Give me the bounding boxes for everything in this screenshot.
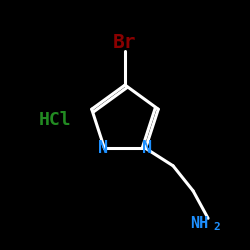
Text: N: N [98,139,108,157]
Text: NH: NH [190,216,208,231]
Text: HCl: HCl [39,111,71,129]
Text: 2: 2 [214,222,220,232]
Text: N: N [142,139,152,157]
Text: Br: Br [113,33,137,52]
